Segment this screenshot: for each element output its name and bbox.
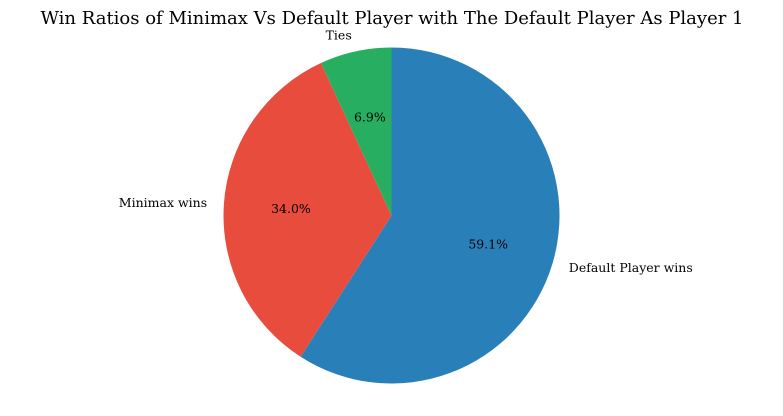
slice-label-default-player-wins: Default Player wins [569,260,693,275]
pie-slice-ties [320,47,392,216]
chart-title: Win Ratios of Minimax Vs Default Player … [40,8,743,29]
pct-label-ties: 6.9% [354,110,386,125]
pie-slice-default-player-wins [300,47,560,384]
pct-label-default-player-wins: 59.1% [468,236,508,251]
pie-labels: 59.1% Default Player wins 34.0% Minimax win… [119,28,693,276]
slice-label-minimax-wins: Minimax wins [119,195,207,210]
pct-label-minimax-wins: 34.0% [271,201,311,216]
pie-slice-minimax-wins [223,63,392,357]
slice-label-ties: Ties [326,28,352,43]
pie-slices [223,47,560,384]
